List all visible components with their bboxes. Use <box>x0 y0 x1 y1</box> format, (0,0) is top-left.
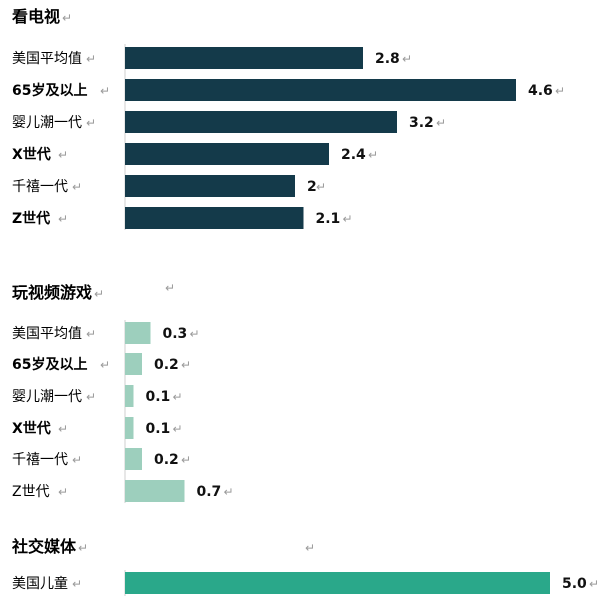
return-mark: ↵ <box>173 422 183 436</box>
bar <box>125 207 304 229</box>
value-label: 2 <box>307 179 317 195</box>
bar <box>125 448 142 470</box>
value-label: 3.2 <box>409 115 434 131</box>
value-label: 2.4 <box>341 147 366 163</box>
return-mark: ↵ <box>190 327 200 341</box>
category-label: 65岁及以上 <box>12 82 87 99</box>
return-mark: ↵ <box>181 358 191 372</box>
panel-title-2: 社交媒体 <box>11 537 77 556</box>
value-label: 2.8 <box>375 51 400 67</box>
return-mark: ↵ <box>165 281 175 295</box>
bar <box>125 417 134 439</box>
return-mark: ↵ <box>94 287 104 301</box>
bar <box>125 572 550 594</box>
bar <box>125 480 185 502</box>
bar <box>125 353 142 375</box>
bar <box>125 322 151 344</box>
return-mark: ↵ <box>589 577 599 591</box>
value-label: 0.2 <box>154 452 179 468</box>
category-label: 美国儿童 <box>12 575 68 592</box>
return-mark: ↵ <box>78 541 88 555</box>
value-label: 0.3 <box>163 326 188 342</box>
return-mark: ↵ <box>305 541 315 555</box>
return-mark: ↵ <box>86 390 96 404</box>
return-mark: ↵ <box>86 327 96 341</box>
return-mark: ↵ <box>58 212 68 226</box>
value-label: 0.1 <box>146 389 171 405</box>
category-label: Z世代 <box>12 210 50 227</box>
return-mark: ↵ <box>62 11 72 25</box>
value-label: 0.2 <box>154 357 179 373</box>
return-mark: ↵ <box>86 116 96 130</box>
return-mark: ↵ <box>343 212 353 226</box>
category-label: Z世代 <box>12 484 50 500</box>
value-label: 0.1 <box>146 421 171 437</box>
return-mark: ↵ <box>72 453 82 467</box>
return-mark: ↵ <box>555 84 565 98</box>
return-mark: ↵ <box>100 84 110 98</box>
return-mark: ↵ <box>86 52 96 66</box>
category-label: 婴儿潮一代 <box>12 115 82 131</box>
category-label: X世代 <box>12 146 51 163</box>
return-mark: ↵ <box>224 485 234 499</box>
bar <box>125 79 516 101</box>
category-label: 美国平均值 <box>12 51 82 67</box>
bar <box>125 111 397 133</box>
category-label: 千禧一代 <box>12 179 68 195</box>
return-mark: ↵ <box>58 422 68 436</box>
return-mark: ↵ <box>72 180 82 194</box>
return-mark: ↵ <box>402 52 412 66</box>
value-label: 2.1 <box>316 211 341 227</box>
return-mark: ↵ <box>316 180 326 194</box>
return-mark: ↵ <box>436 116 446 130</box>
return-mark: ↵ <box>173 390 183 404</box>
bar <box>125 143 329 165</box>
return-mark: ↵ <box>100 358 110 372</box>
panel-title-0: 看电视 <box>11 7 60 26</box>
return-mark: ↵ <box>58 485 68 499</box>
return-mark: ↵ <box>72 577 82 591</box>
value-label: 4.6 <box>528 83 553 99</box>
value-label: 0.7 <box>197 484 222 500</box>
bar <box>125 385 134 407</box>
category-label: 婴儿潮一代 <box>12 389 82 405</box>
return-mark: ↵ <box>181 453 191 467</box>
category-label: 千禧一代 <box>12 452 68 468</box>
return-mark: ↵ <box>368 148 378 162</box>
category-label: 美国平均值 <box>12 326 82 342</box>
panel-title-1: 玩视频游戏 <box>12 283 92 302</box>
category-label: X世代 <box>12 420 51 437</box>
return-mark: ↵ <box>58 148 68 162</box>
bar <box>125 175 295 197</box>
category-label: 65岁及以上 <box>12 356 87 373</box>
bar <box>125 47 363 69</box>
value-label: 5.0 <box>562 576 587 592</box>
